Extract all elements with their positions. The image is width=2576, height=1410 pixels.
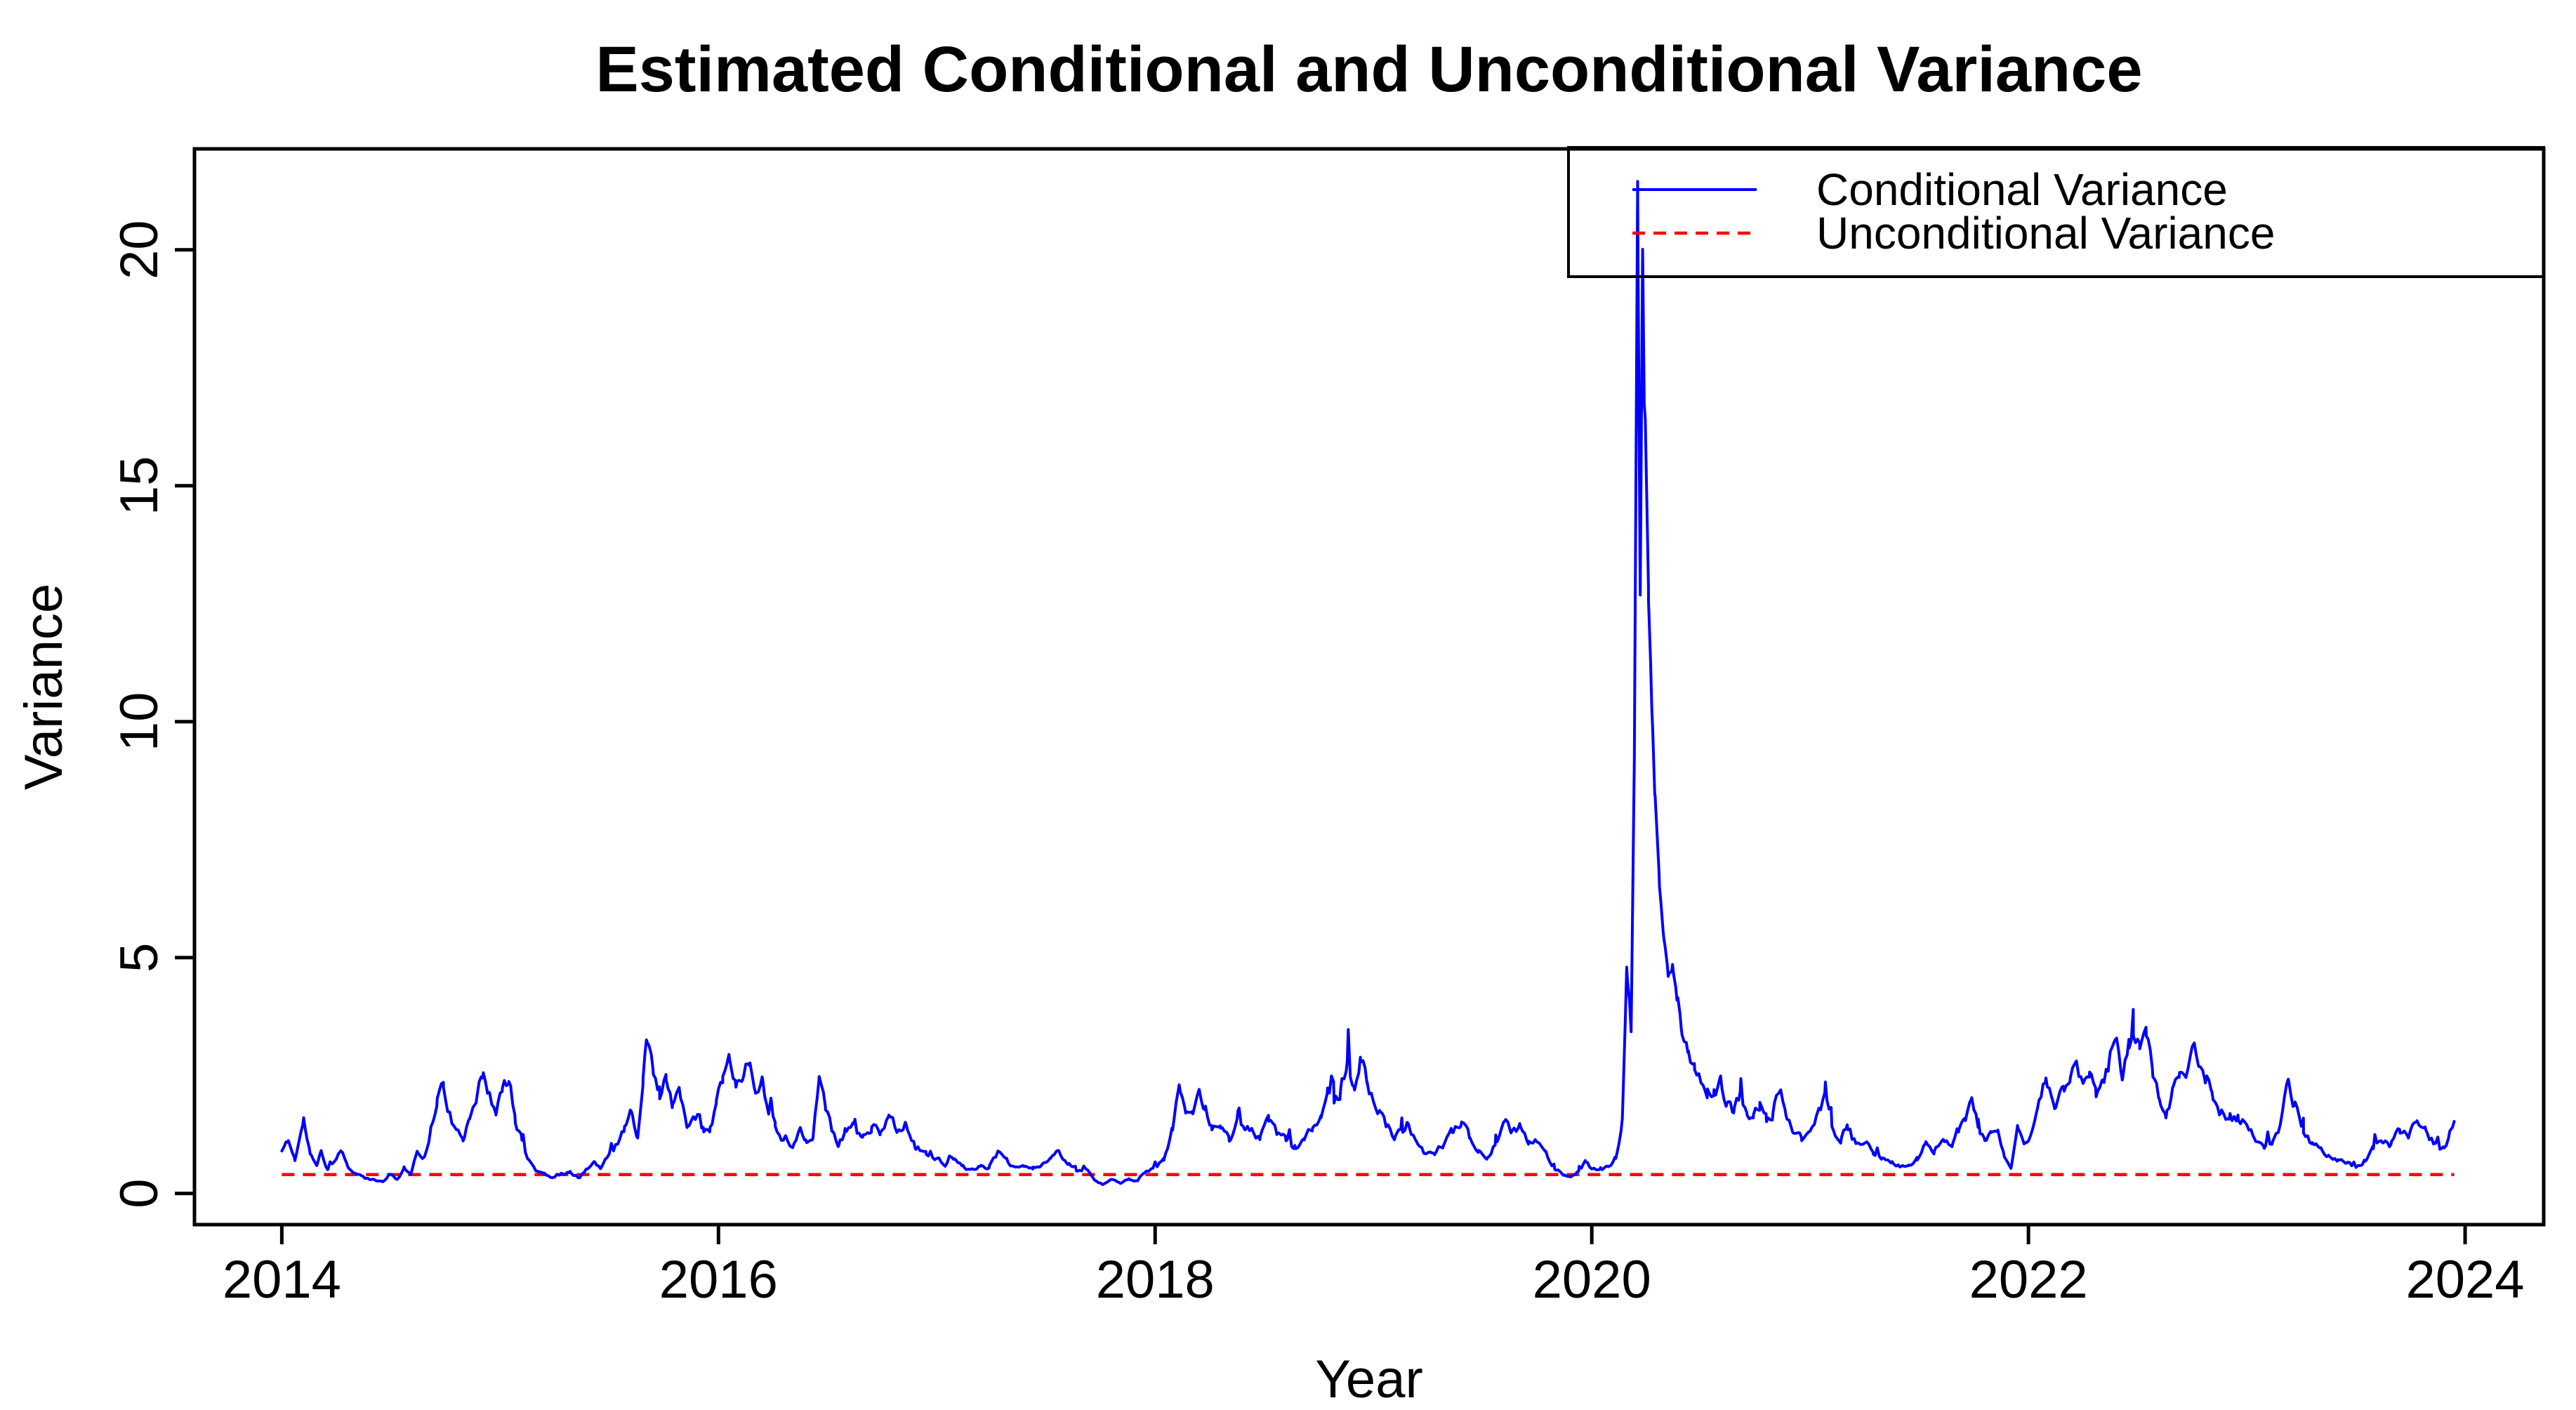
- y-tick-label: 10: [110, 692, 169, 751]
- y-tick-label: 5: [110, 943, 169, 973]
- series-layer: [280, 180, 2456, 1186]
- axes-layer: 2014 2016 2018 2020 2022 2024 0 5 10 15 20: [110, 220, 2525, 1310]
- x-tick-label: 2014: [223, 1250, 341, 1310]
- x-tick-label: 2016: [659, 1250, 778, 1310]
- y-tick-label: 0: [110, 1179, 169, 1208]
- legend: Conditional Variance Unconditional Varia…: [1567, 146, 2545, 278]
- x-tick-label: 2024: [2406, 1250, 2525, 1310]
- conditional-variance-line: [280, 180, 2456, 1186]
- y-axis-label: Variance: [14, 584, 74, 790]
- plot-frame: [192, 147, 2546, 1227]
- chart-title: Estimated Conditional and Unconditional …: [595, 34, 2142, 105]
- x-tick-label: 2020: [1533, 1250, 1651, 1310]
- x-axis-label: Year: [1315, 1350, 1423, 1409]
- y-tick-label: 20: [110, 220, 169, 280]
- legend-label-conditional: Conditional Variance: [1816, 164, 2228, 215]
- legend-box: [1567, 146, 2545, 278]
- y-tick-label: 15: [110, 456, 169, 515]
- legend-label-unconditional: Unconditional Variance: [1816, 208, 2275, 258]
- x-tick-label: 2018: [1096, 1250, 1215, 1310]
- x-tick-label: 2022: [1969, 1250, 2088, 1310]
